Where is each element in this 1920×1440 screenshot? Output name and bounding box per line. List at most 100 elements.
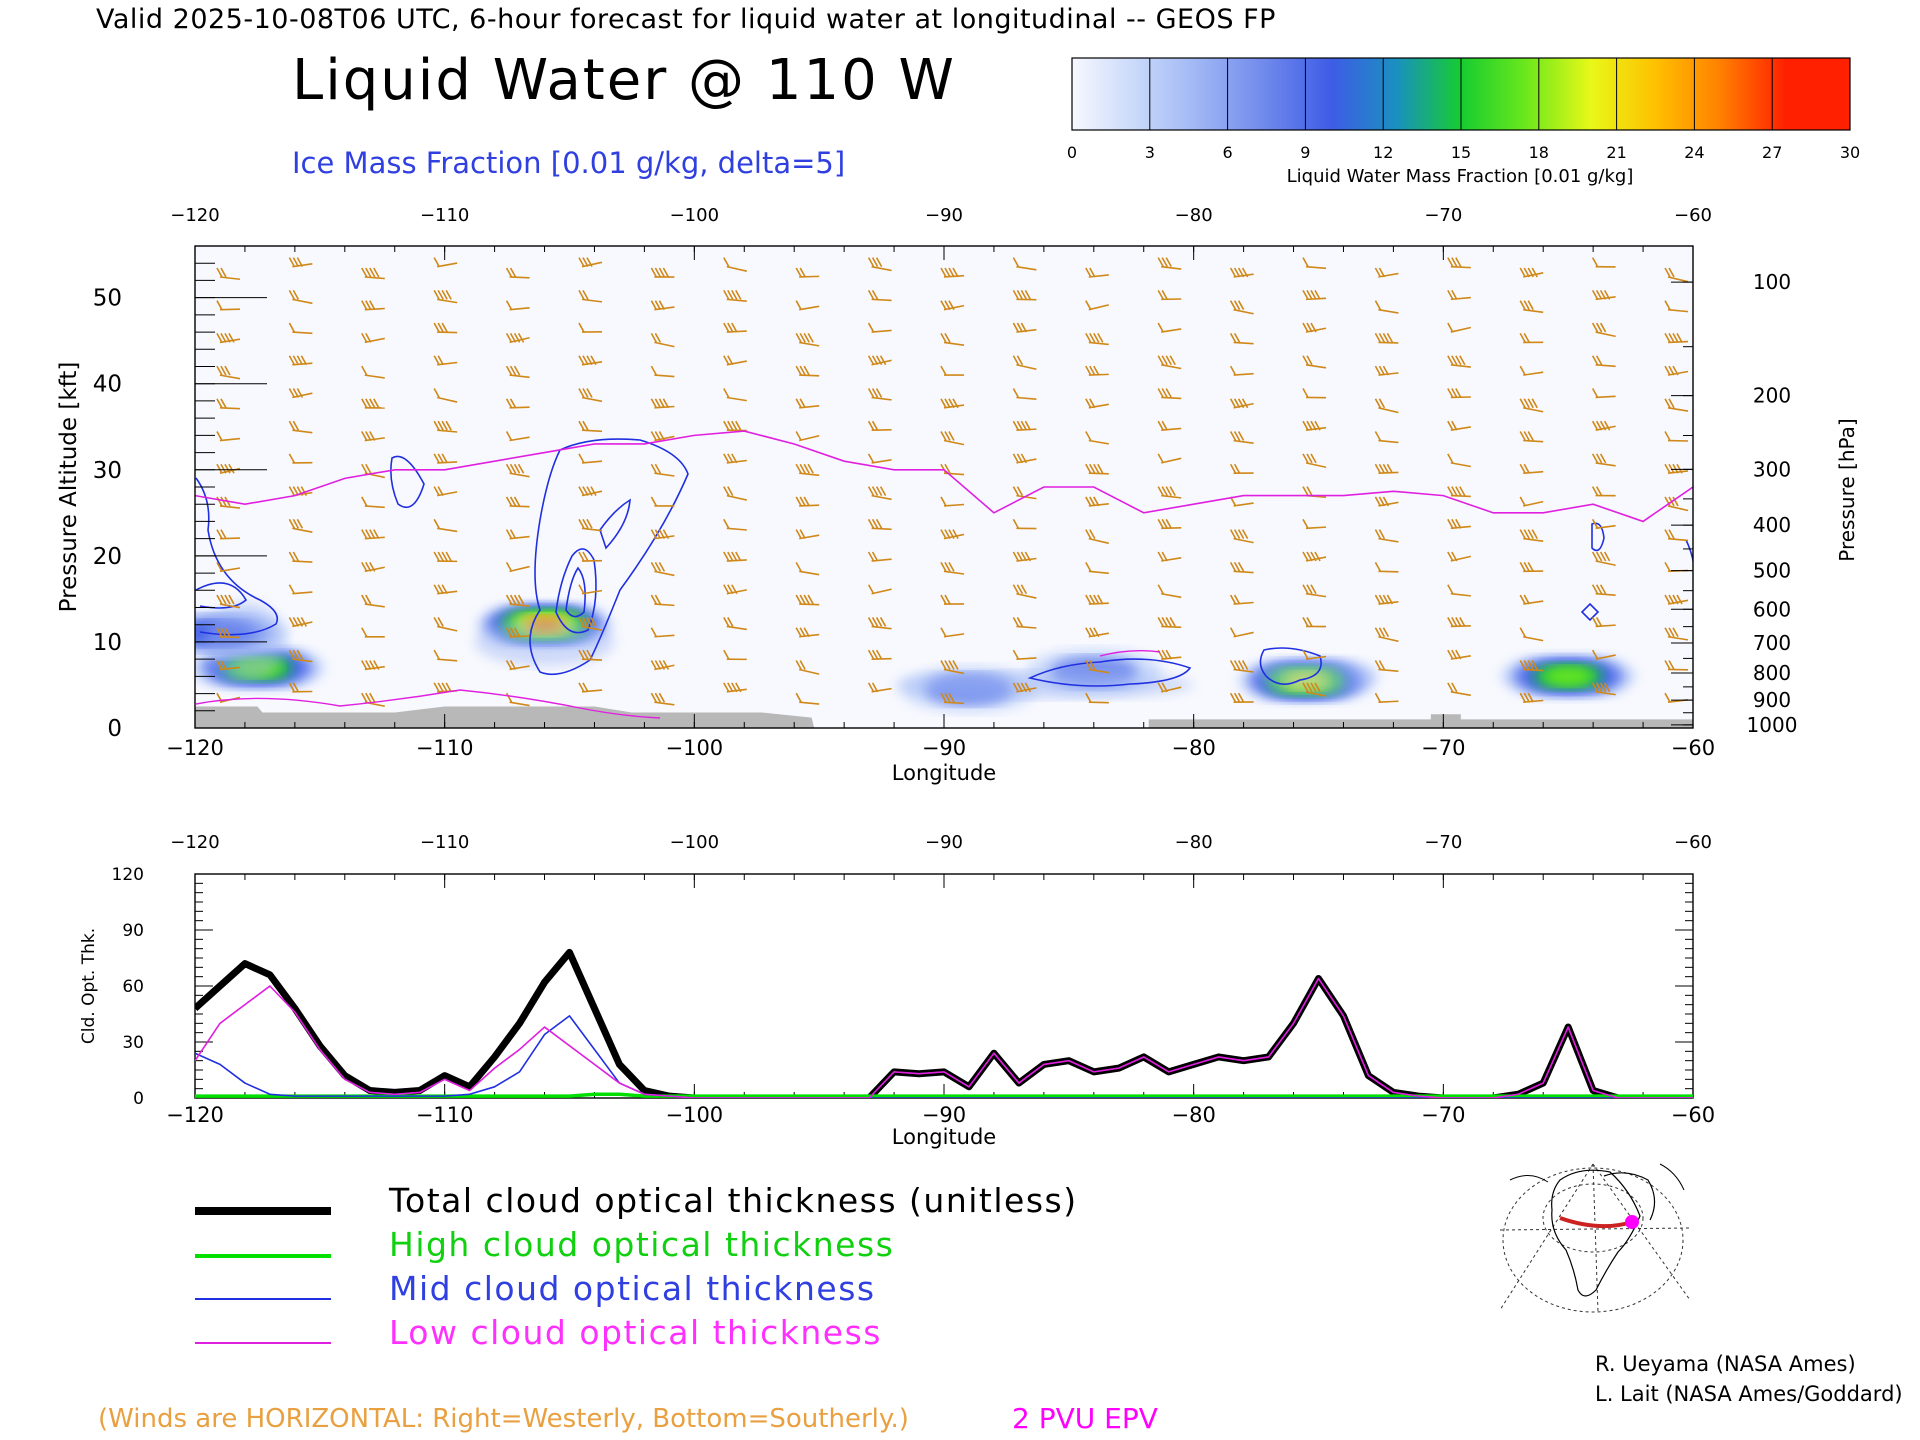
wind-barb — [1519, 398, 1544, 413]
plot-frame — [194, 873, 1694, 1099]
wind-barb — [1374, 692, 1399, 703]
y-tick-label: 30 — [122, 1033, 144, 1053]
wind-barb — [361, 431, 385, 442]
ice-contour — [1027, 658, 1192, 687]
wind-barb — [1012, 289, 1037, 301]
wind-barb — [1664, 496, 1689, 512]
wind-barb — [288, 388, 313, 399]
x-tick-label: −60 — [1671, 1103, 1715, 1127]
wind-barb — [867, 289, 892, 302]
pressure-tick-label: 800 — [1753, 661, 1791, 685]
map-meridian — [1499, 1227, 1691, 1231]
wind-barb — [433, 584, 458, 595]
wind-barb — [288, 682, 313, 693]
terrain-shape — [195, 706, 1693, 728]
wind-barb — [1591, 355, 1616, 368]
y-tick-label: 60 — [122, 977, 144, 997]
wind-barb — [216, 627, 240, 639]
colorbar-segment — [1136, 58, 1203, 130]
ice-contour — [195, 582, 248, 609]
wind-barb — [650, 561, 675, 577]
wind-barb — [1302, 551, 1327, 562]
terrain-mask — [195, 706, 1693, 728]
wind-barb — [433, 257, 458, 268]
wind-barb — [216, 561, 241, 573]
series-line-low-overlay — [195, 977, 1693, 1098]
colorbar-segment — [1720, 58, 1786, 130]
wind-barb — [940, 627, 965, 638]
colorbar-tick-label: 18 — [1529, 143, 1549, 162]
credit-line: R. Ueyama (NASA Ames) — [1595, 1352, 1856, 1376]
wind-barb — [723, 649, 747, 661]
wind-barb — [723, 682, 747, 693]
wind-barb — [505, 333, 530, 344]
wind-barb — [1664, 300, 1689, 313]
wind-barb — [1302, 617, 1327, 628]
colorbar-segment — [1785, 58, 1851, 130]
colorbar-tick-label: 30 — [1840, 143, 1860, 162]
series-line-mid — [195, 1015, 1693, 1098]
wind-barb — [867, 617, 892, 630]
colorbar-tick-label: 24 — [1684, 143, 1704, 162]
wind-barb — [1447, 518, 1471, 530]
y-tick-label: 50 — [93, 286, 122, 312]
wind-barb — [216, 529, 240, 540]
ice-contour — [565, 566, 586, 618]
wind-barb — [578, 289, 603, 303]
wind-barb — [795, 267, 820, 278]
colorbar: 0 3 6 9 12 15 18 21 24 27 30 — [1067, 57, 1860, 162]
wind-barb — [1664, 594, 1689, 605]
wind-barb — [1157, 584, 1182, 599]
wind-barb — [1229, 660, 1254, 673]
wind-barb — [1229, 627, 1254, 638]
wind-barb — [1229, 300, 1254, 315]
wind-barb — [1374, 660, 1399, 673]
epv-label: 2 PVU EPV — [1012, 1402, 1158, 1435]
colorbar-segment — [1331, 58, 1397, 130]
wind-barb — [1447, 355, 1471, 368]
wind-barb — [723, 322, 747, 333]
wind-barb — [1085, 365, 1109, 376]
wind-barb — [867, 257, 892, 272]
wind-barb — [795, 333, 820, 347]
top-x-tick-label: −90 — [925, 832, 963, 853]
wind-barb — [795, 365, 820, 377]
wind-barb — [216, 496, 241, 509]
credit-line: L. Lait (NASA Ames/Goddard) — [1595, 1382, 1903, 1406]
wind-barb — [1447, 420, 1471, 431]
map-coastline — [1509, 1175, 1549, 1183]
wind-barb — [1012, 420, 1037, 431]
wind-barb — [1591, 388, 1616, 399]
top-x-tick-label: −80 — [1175, 832, 1213, 853]
liquid-water-blob — [1543, 666, 1593, 687]
wind-barb — [867, 649, 892, 660]
wind-barb — [1302, 322, 1327, 333]
wind-barb — [505, 496, 530, 508]
wind-barb — [1012, 518, 1037, 530]
wind-barb — [361, 333, 385, 344]
wind-barb — [1519, 692, 1544, 703]
pressure-tick-label: 600 — [1753, 597, 1791, 621]
wind-barb — [650, 594, 675, 607]
top-x-tick-label: −120 — [170, 205, 219, 226]
wind-barb — [1374, 496, 1399, 507]
wind-barb — [1374, 267, 1399, 278]
wind-barb — [216, 267, 241, 281]
wind-barb — [505, 365, 530, 379]
wind-barb — [1302, 355, 1327, 369]
wind-barb — [433, 355, 458, 366]
location-marker — [1625, 1215, 1639, 1229]
wind-barb — [288, 551, 313, 563]
wind-barb — [361, 660, 385, 671]
colorbar-tick-label: 21 — [1606, 143, 1626, 162]
wind-barb — [1374, 333, 1399, 344]
legend-label-mid: Mid cloud optical thickness — [389, 1269, 876, 1308]
wind-barb — [505, 431, 530, 442]
wind-barb — [288, 453, 313, 464]
wind-barb — [867, 388, 892, 401]
wind-barb — [1085, 463, 1109, 475]
wind-barb — [867, 551, 892, 562]
wind-barb — [288, 322, 313, 335]
wind-barb — [1664, 267, 1689, 283]
